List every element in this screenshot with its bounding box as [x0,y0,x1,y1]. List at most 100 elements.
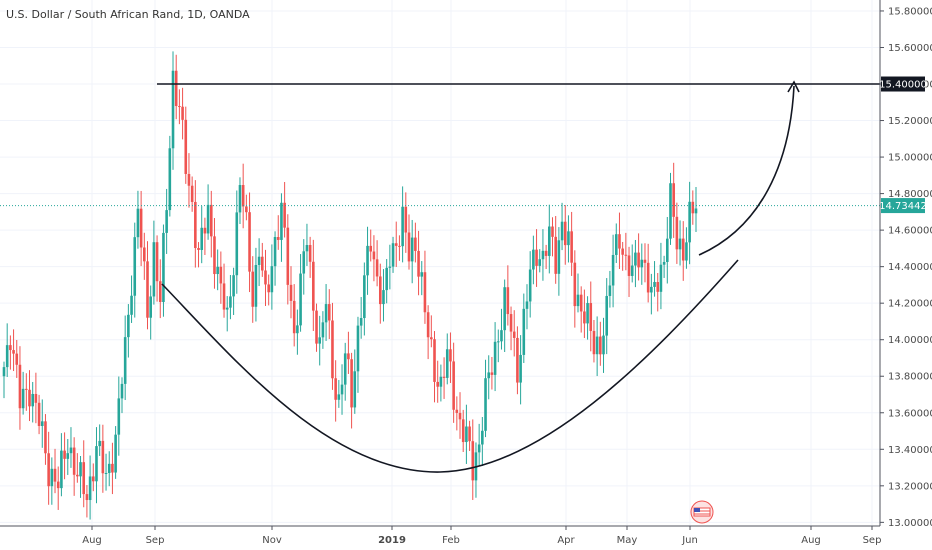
candle-body [56,481,60,489]
candle-body [372,251,376,260]
candle-body [283,202,286,228]
candle-body [315,310,318,344]
candle-body [111,463,114,473]
candle-body [155,242,159,282]
candle-body [678,238,682,250]
candle-body [107,463,111,473]
candle-body [353,371,357,408]
cup-curve[interactable] [161,259,739,473]
candle-body [605,295,609,336]
candle-body [238,185,242,213]
candle-body [522,308,526,355]
price-tick-label: 15.60000 [888,43,932,54]
candle-body [206,204,210,234]
candle-body [363,275,366,319]
candle-body [136,208,140,238]
candle-body [493,341,497,375]
time-axis[interactable]: Aug Sep Nov 2019 Feb Apr May Jun Aug Sep [82,526,881,546]
candle-body [34,393,38,403]
candle-body [557,240,561,274]
candle-body [79,462,82,477]
flag-icon[interactable] [690,500,714,524]
candle-body [146,261,149,318]
candle-body [264,270,267,285]
candle-body [114,434,117,473]
last-price-text: 14.73442 [879,201,927,212]
candle-body [487,372,491,379]
candle-body [139,208,143,248]
candle-body [194,201,197,249]
candle-body [570,231,573,263]
candle-body [53,468,57,482]
candle-body [468,426,471,442]
candle-body [567,231,570,246]
candle-body [426,312,430,338]
candle-body [423,272,427,313]
candle-body [69,447,73,454]
arrow-head-icon [787,80,800,93]
candle-body [130,295,133,315]
candle-body [436,381,439,387]
candle-body [535,249,538,266]
candle-body [420,272,424,277]
candle-body [25,388,28,390]
candle-body [184,119,188,174]
time-tick-label: Jun [681,535,698,546]
candle-body [554,236,557,274]
candle-body [538,259,542,266]
candle-body [665,238,669,262]
candle-body [203,227,207,234]
price-tick-label: 13.00000 [888,518,932,529]
candle-body [391,243,395,267]
candle-body [576,294,580,307]
candle-body [519,354,522,383]
candle-body [66,453,70,459]
candle-body [12,350,15,354]
candle-body [123,337,127,384]
candle-body [484,378,487,431]
candle-body [439,376,443,387]
candle-body [541,250,545,260]
candle-body [5,345,9,368]
candle-body [525,301,529,309]
candle-body [496,341,500,343]
candle-body [650,286,653,293]
candle-body [433,339,436,382]
candle-body [104,472,108,474]
candle-body [168,148,172,211]
candle-body [98,440,101,447]
candle-body [162,232,165,302]
resistance-price-label: 15.40000 [879,76,927,92]
candle-body [512,331,516,338]
candle-body [602,335,605,355]
candle-body [506,287,510,315]
candle-body [280,202,283,240]
candle-body [634,252,637,266]
candle-body [225,307,229,310]
candle-body [117,398,121,435]
candle-body [551,226,554,237]
candle-body [442,376,446,378]
candle-body [471,441,475,481]
price-tick-label: 13.40000 [888,445,932,456]
price-tick-label: 14.20000 [888,299,932,310]
candle-body [209,204,213,237]
chart-title: U.S. Dollar / South African Rand, 1D, OA… [6,8,250,21]
projection-arrow[interactable] [698,85,795,256]
candle-body [133,237,137,296]
candle-body [251,271,255,307]
candle-body [369,245,373,252]
candle-body [149,296,152,318]
candle-body [618,234,621,249]
candle-body [235,212,239,276]
candlestick-series [2,51,698,520]
candle-body [127,314,130,338]
candle-body [579,294,583,312]
candle-body [174,70,178,107]
candle-body [248,212,251,272]
candle-body [544,250,548,256]
candle-body [410,237,414,262]
price-tick-label: 13.60000 [888,408,932,419]
